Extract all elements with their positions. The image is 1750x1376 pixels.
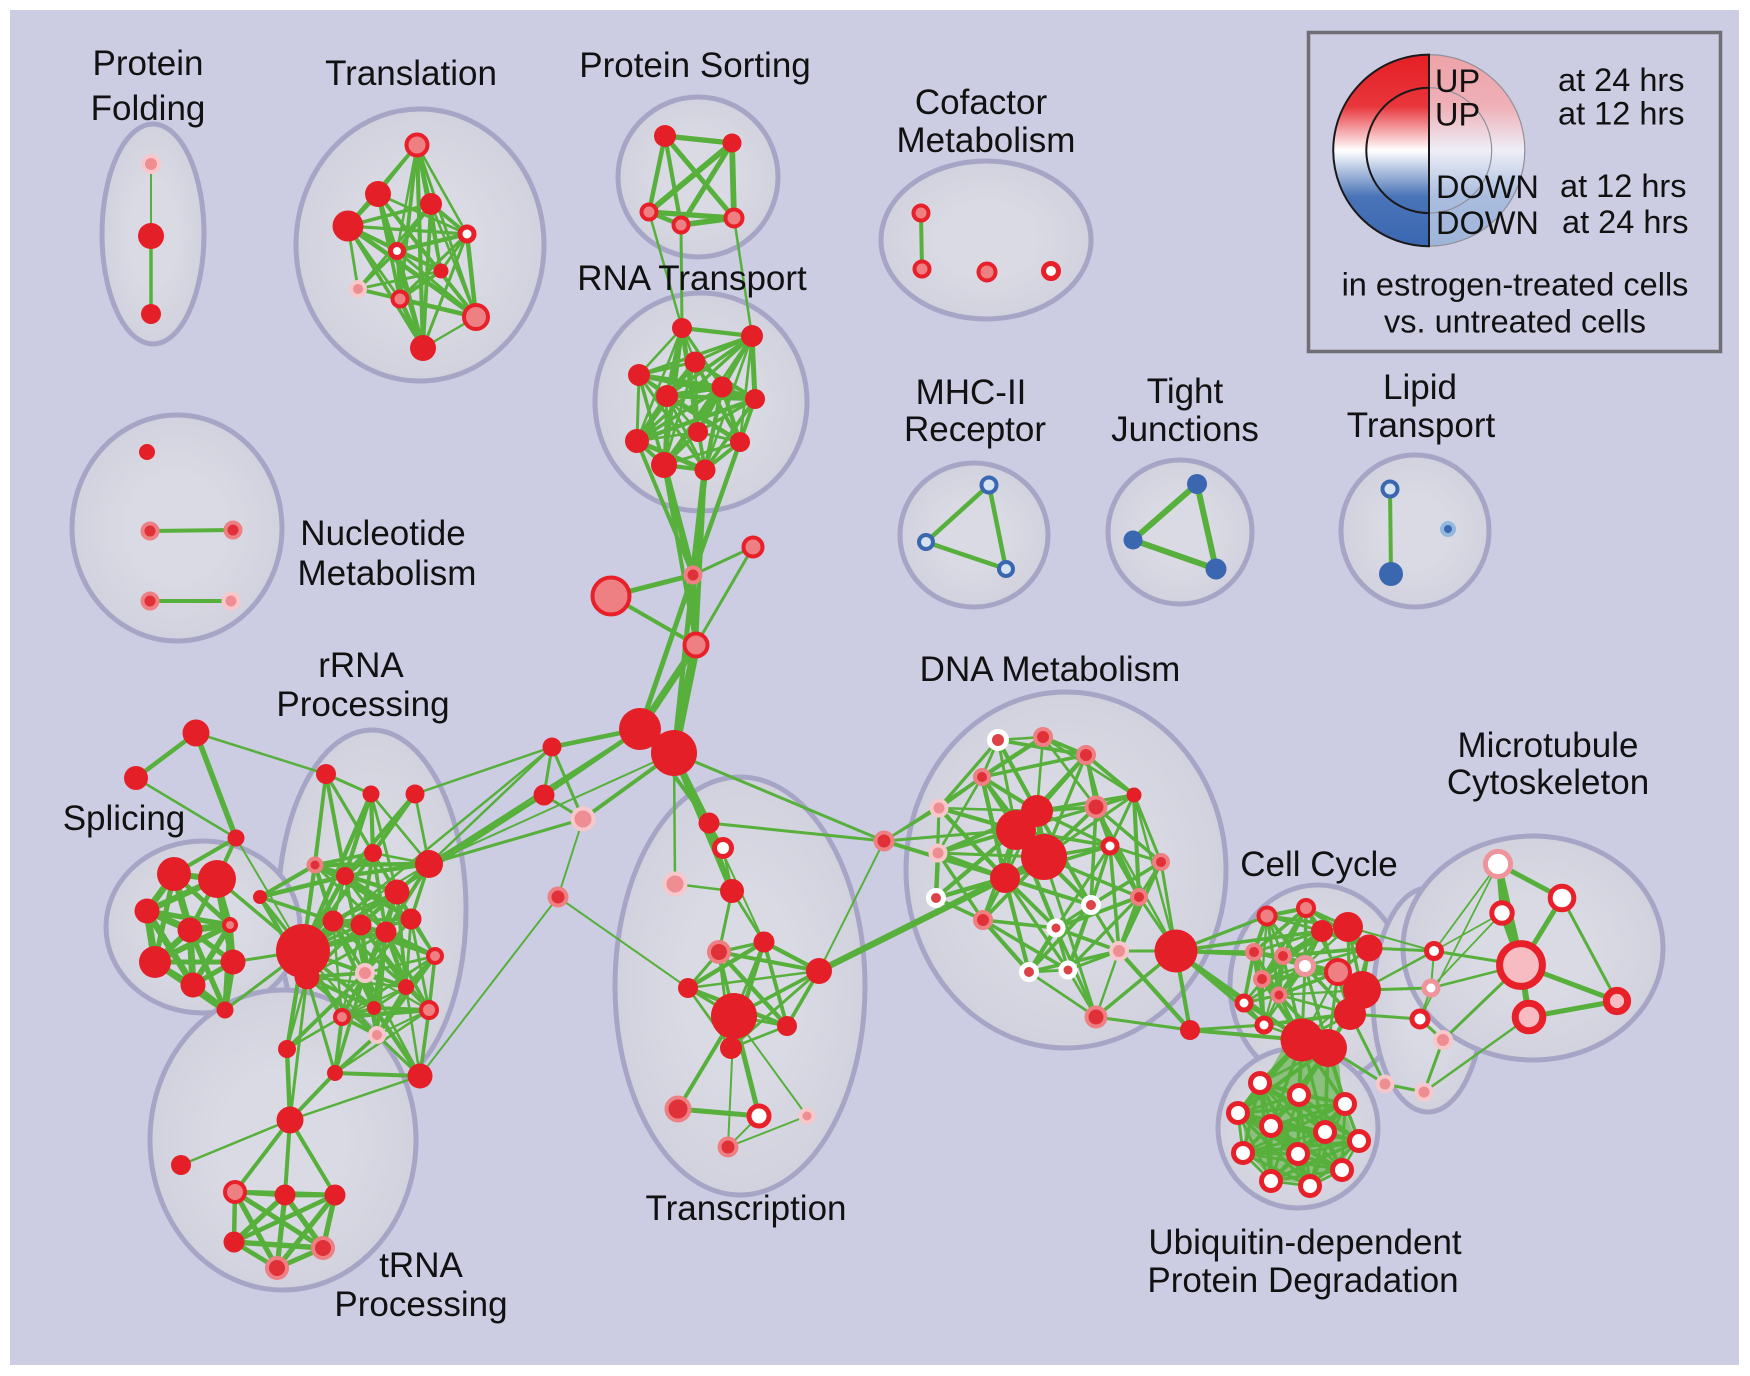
svg-text:Translation: Translation	[325, 54, 497, 93]
svg-text:Junctions: Junctions	[1111, 410, 1259, 449]
svg-text:Ubiquitin-dependent: Ubiquitin-dependent	[1148, 1223, 1462, 1262]
svg-text:Protein: Protein	[93, 44, 204, 83]
svg-text:vs. untreated cells: vs. untreated cells	[1384, 304, 1646, 340]
svg-text:Microtubule: Microtubule	[1458, 726, 1639, 765]
svg-text:Protein Degradation: Protein Degradation	[1147, 1261, 1458, 1300]
svg-text:Metabolism: Metabolism	[897, 121, 1076, 160]
svg-text:UP: UP	[1435, 97, 1480, 133]
svg-text:Cytoskeleton: Cytoskeleton	[1447, 763, 1649, 802]
svg-text:Lipid: Lipid	[1383, 368, 1457, 407]
svg-text:UP: UP	[1435, 63, 1480, 99]
svg-text:Receptor: Receptor	[904, 410, 1046, 449]
svg-text:DOWN: DOWN	[1436, 169, 1539, 205]
svg-text:MHC-II: MHC-II	[916, 373, 1027, 412]
svg-text:in estrogen-treated cells: in estrogen-treated cells	[1342, 267, 1689, 303]
svg-text:Processing: Processing	[276, 685, 449, 724]
svg-text:Processing: Processing	[334, 1285, 507, 1324]
svg-text:at 24 hrs: at 24 hrs	[1558, 62, 1684, 98]
svg-text:at 12 hrs: at 12 hrs	[1558, 96, 1684, 132]
svg-text:Nucleotide: Nucleotide	[300, 514, 465, 553]
svg-text:DOWN: DOWN	[1436, 205, 1539, 241]
svg-text:RNA Transport: RNA Transport	[577, 259, 807, 298]
svg-text:at 24 hrs: at 24 hrs	[1562, 204, 1688, 240]
svg-text:rRNA: rRNA	[318, 646, 404, 685]
svg-text:at 12 hrs: at 12 hrs	[1560, 168, 1686, 204]
svg-text:Transport: Transport	[1347, 406, 1496, 445]
svg-text:Cell Cycle: Cell Cycle	[1240, 845, 1398, 884]
svg-text:DNA Metabolism: DNA Metabolism	[920, 650, 1181, 689]
svg-text:Tight: Tight	[1147, 372, 1224, 411]
svg-text:Transcription: Transcription	[646, 1189, 847, 1228]
svg-text:Protein Sorting: Protein Sorting	[579, 46, 811, 85]
svg-text:tRNA: tRNA	[379, 1246, 463, 1285]
svg-text:Splicing: Splicing	[63, 799, 186, 838]
svg-text:Folding: Folding	[91, 89, 206, 128]
svg-text:Cofactor: Cofactor	[915, 83, 1048, 122]
svg-text:Metabolism: Metabolism	[298, 554, 477, 593]
